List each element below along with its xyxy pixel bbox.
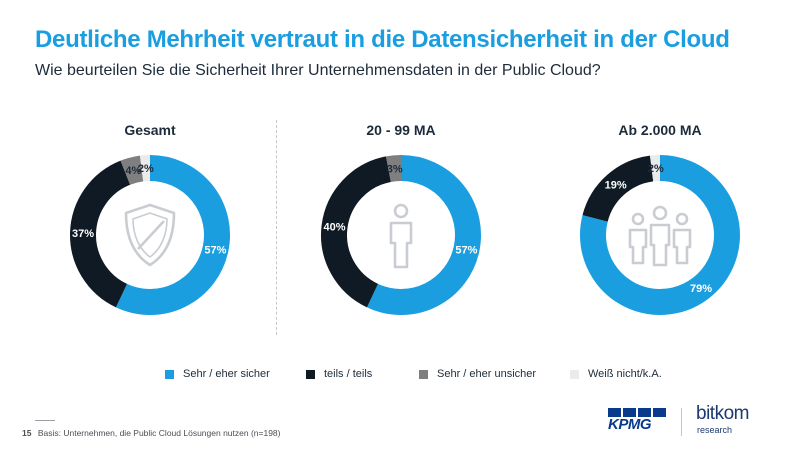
donut-title-gesamt: Gesamt <box>124 122 176 138</box>
legend-swatch <box>165 369 174 379</box>
legend-item-sicher: Sehr / eher sicher <box>165 368 270 380</box>
legend-swatch <box>306 369 315 379</box>
legend-item-weiss-nicht: Weiß nicht/k.A. <box>570 368 662 380</box>
donut-slice-sicher <box>366 155 481 315</box>
donut-slice-unsicher <box>120 155 144 185</box>
donut-slice-weiss-nicht <box>649 155 661 182</box>
footer-basis-text: Basis: Unternehmen, die Public Cloud Lös… <box>37 428 281 438</box>
donut-slice-teils <box>70 160 131 308</box>
group-icon <box>628 205 692 267</box>
data-label-sicher: 57% <box>204 245 226 257</box>
legend-swatch <box>570 369 579 379</box>
page-number: 15 <box>22 428 32 438</box>
data-label-teils: 19% <box>605 180 627 192</box>
data-label-unsicher: 4% <box>125 165 141 177</box>
legend-label: Sehr / eher unsicher <box>437 368 537 380</box>
donut-slice-teils <box>321 156 392 308</box>
logo-separator <box>681 408 682 436</box>
legend-item-unsicher: Sehr / eher unsicher <box>419 368 536 380</box>
data-label-teils: 40% <box>324 222 346 234</box>
data-label-weiss-nicht: 2% <box>138 163 154 175</box>
chart-divider <box>276 120 277 335</box>
bitkom-research-label: research <box>697 425 733 435</box>
donut-chart-20-99: 57% 40% 3% <box>321 155 481 315</box>
legend-item-teils: teils / teils <box>306 368 372 380</box>
page-subtitle: Wie beurteilen Sie die Sicherheit Ihrer … <box>35 62 601 79</box>
data-label-unsicher: 3% <box>387 163 403 175</box>
donut-chart-2000: 79% 19% 2% <box>580 155 740 315</box>
bitkom-logo: bitkom <box>696 403 749 424</box>
footer-rule <box>35 420 55 421</box>
donut-slice-unsicher <box>386 155 402 183</box>
donut-slice-teils <box>582 155 654 223</box>
donut-slice-sicher <box>580 155 740 315</box>
shield-icon <box>124 203 176 267</box>
legend-label: Sehr / eher sicher <box>183 368 270 380</box>
donut-slice-weiss-nicht <box>139 155 151 182</box>
donut-title-2000: Ab 2.000 MA <box>618 122 702 138</box>
donut-chart-gesamt: 57% 37% 4%2% <box>70 155 230 315</box>
person-icon <box>389 203 413 269</box>
donut-title-20-99: 20 - 99 MA <box>366 122 436 138</box>
legend-label: Weiß nicht/k.A. <box>588 368 662 380</box>
chart-legend: Sehr / eher sicher teils / teils Sehr / … <box>0 368 800 384</box>
legend-swatch <box>419 369 428 379</box>
footer-note: 15 Basis: Unternehmen, die Public Cloud … <box>22 428 280 438</box>
data-label-sicher: 57% <box>455 245 477 257</box>
data-label-teils: 37% <box>72 228 94 240</box>
data-label-weiss-nicht: 2% <box>648 163 664 175</box>
data-label-sicher: 79% <box>690 283 712 295</box>
kpmg-logo: KPMG <box>608 408 666 436</box>
legend-label: teils / teils <box>324 368 373 380</box>
kpmg-logo-text: KPMG <box>608 416 652 433</box>
donut-slice-sicher <box>115 155 230 315</box>
page-title: Deutliche Mehrheit vertraut in die Daten… <box>35 26 730 53</box>
